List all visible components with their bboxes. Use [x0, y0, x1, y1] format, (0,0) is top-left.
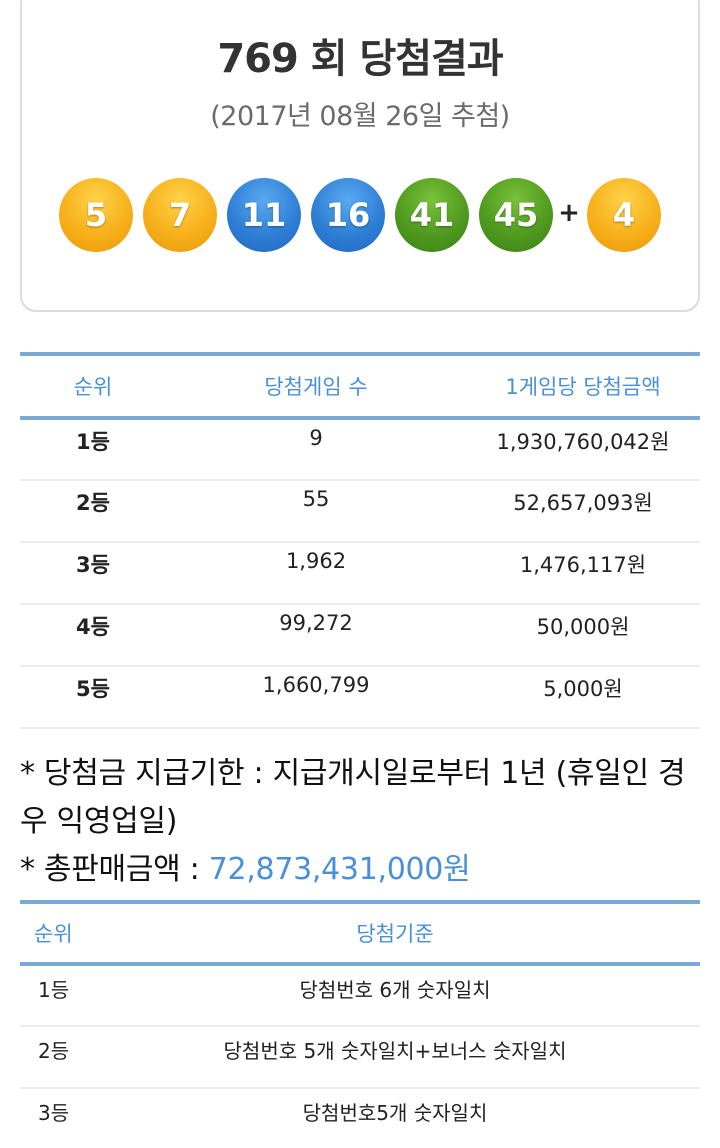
total-sales-note: * 총판매금액 : 72,873,431,000원: [20, 846, 700, 894]
table-row: 2등 55 52,657,093원: [20, 480, 700, 542]
draw-date: (2017년 08월 26일 추첨): [210, 101, 510, 132]
total-sales-separator: :: [180, 852, 209, 887]
criteria-table: 순위 당첨기준 1등 당첨번호 6개 숫자일치 2등 당첨번호 5개 숫자일치+…: [20, 900, 700, 1148]
prize-table-header: 순위 당첨게임 수 1게임당 당첨금액: [20, 354, 700, 418]
rank-cell: 1등: [38, 978, 70, 1002]
winner-count-cell: 9: [309, 426, 323, 450]
rank-cell: 5등: [76, 677, 110, 701]
table-row: 3등 당첨번호5개 숫자일치: [20, 1088, 700, 1148]
table-row: 2등 당첨번호 5개 숫자일치+보너스 숫자일치: [20, 1026, 700, 1088]
table-row: 1등 9 1,930,760,042원: [20, 418, 700, 480]
criteria-cell: 당첨번호 5개 숫자일치+보너스 숫자일치: [223, 1039, 567, 1063]
header-winner-count: 당첨게임 수: [264, 375, 368, 399]
prize-amount-cell: 50,000원: [536, 615, 630, 639]
rank-cell: 1등: [76, 430, 110, 454]
winning-number-ball: 11: [227, 178, 301, 252]
winning-number-ball: 16: [311, 178, 385, 252]
prize-table: 순위 당첨게임 수 1게임당 당첨금액 1등 9 1,930,760,042원 …: [20, 352, 700, 729]
winning-number-ball: 7: [143, 178, 217, 252]
criteria-cell: 당첨번호 6개 숫자일치: [299, 978, 491, 1002]
result-card: [20, 0, 700, 312]
header-prize-amount: 1게임당 당첨금액: [505, 375, 661, 399]
rank-cell: 3등: [38, 1101, 70, 1125]
rank-cell: 2등: [76, 491, 110, 515]
total-sales-value: 72,873,431,000원: [208, 852, 471, 887]
notes-section: * 당첨금 지급기한 : 지급개시일로부터 1년 (휴일인 경우 익영업일) *…: [20, 750, 700, 894]
criteria-table-header: 순위 당첨기준: [20, 902, 700, 964]
payment-deadline-text: 지급개시일로부터 1년 (휴일인 경우 익영업일): [20, 756, 686, 839]
bonus-number-ball: 4: [587, 178, 661, 252]
header-rank: 순위: [34, 922, 73, 946]
header-rank: 순위: [73, 375, 113, 399]
table-row: 4등 99,272 50,000원: [20, 604, 700, 666]
winning-number-ball: 45: [479, 178, 553, 252]
winner-count-cell: 99,272: [279, 611, 353, 635]
criteria-cell: 당첨번호5개 숫자일치: [302, 1101, 488, 1125]
table-row: 3등 1,962 1,476,117원: [20, 542, 700, 604]
prize-amount-cell: 1,476,117원: [519, 553, 647, 577]
payment-deadline-label: * 당첨금 지급기한: [20, 756, 245, 791]
winning-number-ball: 5: [59, 178, 133, 252]
winning-number-ball: 41: [395, 178, 469, 252]
payment-deadline-note: * 당첨금 지급기한 : 지급개시일로부터 1년 (휴일인 경우 익영업일): [20, 750, 700, 846]
winner-count-cell: 1,962: [285, 549, 347, 573]
prize-amount-cell: 52,657,093원: [513, 491, 653, 515]
table-row: 1등 당첨번호 6개 숫자일치: [20, 964, 700, 1026]
draw-title: 769 회 당첨결과: [217, 36, 503, 82]
prize-amount-cell: 1,930,760,042원: [496, 430, 670, 454]
rank-cell: 4등: [76, 615, 110, 639]
prize-amount-cell: 5,000원: [543, 677, 623, 701]
rank-cell: 3등: [76, 553, 110, 577]
total-sales-label: * 총판매금액: [20, 852, 181, 887]
plus-sign: +: [558, 198, 580, 228]
table-row: 5등 1,660,799 5,000원: [20, 666, 700, 728]
header-criteria: 당첨기준: [356, 922, 434, 946]
winner-count-cell: 1,660,799: [262, 673, 370, 697]
rank-cell: 2등: [38, 1039, 70, 1063]
payment-deadline-separator: :: [244, 756, 273, 791]
winner-count-cell: 55: [302, 487, 330, 511]
